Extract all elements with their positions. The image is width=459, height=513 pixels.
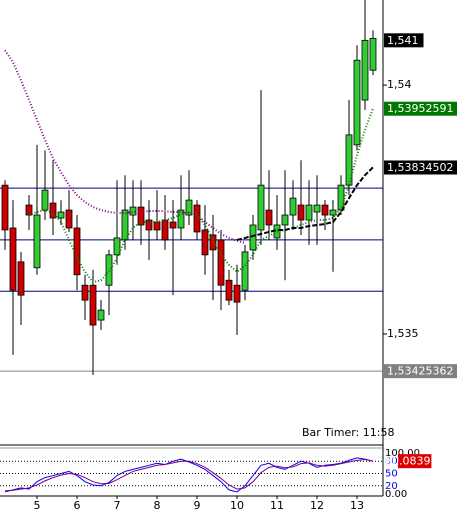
candle-body (329, 209, 337, 216)
bar-timer: Bar Timer: 11:58 (302, 426, 394, 439)
candle-body (81, 284, 89, 301)
candle-body (177, 209, 185, 229)
candle-body (201, 229, 209, 256)
candle-body (265, 209, 273, 226)
candle-body (313, 204, 321, 213)
candle-body (41, 189, 49, 211)
indicator-marker (398, 454, 432, 469)
x-tick-label: 13 (350, 499, 364, 512)
candle-body (321, 204, 329, 216)
candle-body (297, 204, 305, 221)
candle-body (33, 214, 41, 269)
candle-body (89, 284, 97, 326)
indicator-line (4, 457, 374, 493)
price-marker-label: 1,53834502 (387, 161, 453, 174)
x-tick-label: 10 (230, 499, 244, 512)
x-tick-label: 8 (154, 499, 161, 512)
x-tick-label: 6 (74, 499, 81, 512)
candle-body (345, 134, 353, 186)
candle-body (361, 39, 369, 101)
indicator-tick-label: 0.00 (385, 489, 407, 500)
candle-body (161, 219, 169, 241)
candle-body (217, 239, 225, 286)
x-tick-label: 5 (34, 499, 41, 512)
price-marker (384, 364, 457, 379)
candle-body (65, 209, 73, 229)
moving-average (236, 166, 374, 241)
candle-body (97, 309, 105, 321)
candle-body (185, 199, 193, 216)
y-tick-label: 1,535 (387, 327, 419, 340)
candle-body (369, 37, 377, 71)
candle-body (49, 202, 57, 219)
x-tick-label: 12 (310, 499, 324, 512)
candle-body (353, 59, 361, 146)
price-marker-label: 1,53425362 (387, 365, 453, 378)
candle-body (145, 219, 153, 231)
candle-body (281, 214, 289, 226)
x-tick-label: 9 (194, 499, 201, 512)
price-marker (384, 101, 457, 116)
candle-body (193, 204, 201, 233)
indicator-tick-label: 80 (385, 456, 398, 467)
candle-body (289, 197, 297, 216)
candle-body (169, 221, 177, 229)
indicator-tick-label: 100.00 (385, 448, 420, 459)
price-marker (384, 33, 424, 48)
candle-body (57, 211, 65, 219)
candle-body (121, 209, 129, 241)
candle-body (241, 251, 249, 291)
indicator-marker-label: 80.0839 (385, 455, 431, 468)
candle-body (129, 206, 137, 216)
price-marker-label: 1,53952591 (387, 102, 453, 115)
indicator-line (4, 459, 374, 492)
candle-body (257, 184, 265, 231)
y-tick-label: 1,54 (387, 78, 412, 91)
candle-body (25, 204, 33, 216)
indicator-tick-label: 50 (385, 469, 398, 480)
x-tick-label: 7 (114, 499, 121, 512)
candle-body (9, 227, 17, 291)
candle-body (1, 184, 9, 231)
candle-body (209, 234, 217, 251)
indicator-tick-label: 20 (385, 481, 398, 492)
x-tick-label: 11 (270, 499, 284, 512)
candle-body (233, 284, 241, 303)
candle-body (17, 261, 25, 296)
price-marker-label: 1,541 (387, 34, 419, 47)
candle-body (305, 204, 313, 221)
candle-body (105, 254, 113, 286)
candle-body (153, 221, 161, 231)
candle-body (113, 237, 121, 256)
candle-body (225, 279, 233, 301)
candle-body (137, 206, 145, 226)
price-marker (384, 160, 457, 175)
candle-body (249, 224, 257, 251)
